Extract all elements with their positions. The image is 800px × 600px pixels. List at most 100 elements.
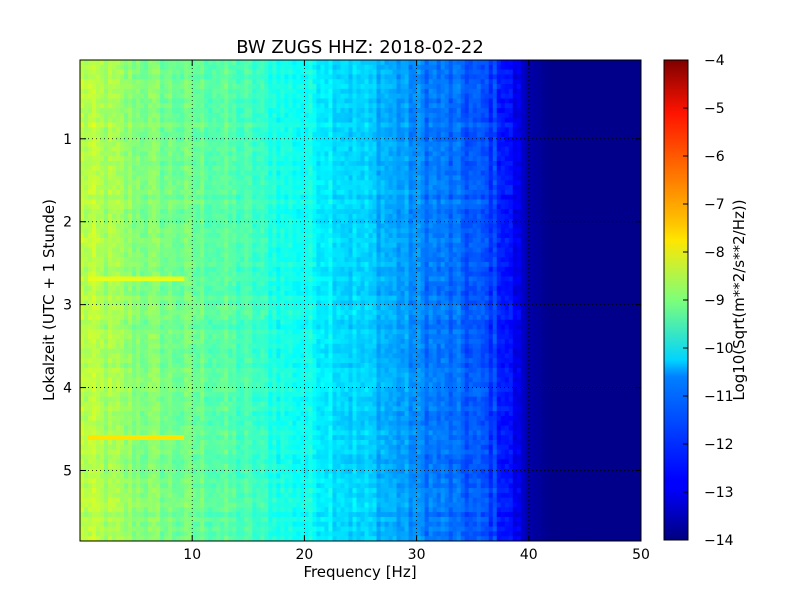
- heatmap-cell: [216, 84, 221, 90]
- heatmap-cell: [264, 127, 269, 133]
- heatmap-cell: [484, 98, 490, 104]
- heatmap-cell: [160, 117, 165, 124]
- heatmap-cell: [540, 98, 546, 104]
- heatmap-cell: [616, 185, 622, 191]
- heatmap-cell: [564, 88, 570, 95]
- heatmap-cell: [516, 151, 522, 157]
- heatmap-cell: [284, 127, 289, 133]
- heatmap-cell: [628, 64, 634, 71]
- heatmap-cell: [580, 213, 586, 220]
- heatmap-cell: [484, 209, 490, 215]
- heatmap-cell: [144, 93, 149, 100]
- heatmap-cell: [608, 136, 614, 143]
- heatmap-cell: [88, 103, 93, 109]
- heatmap-cell: [456, 189, 462, 196]
- heatmap-cell: [568, 141, 574, 148]
- heatmap-cell: [604, 146, 610, 152]
- heatmap-cell: [200, 136, 205, 143]
- heatmap-cell: [388, 141, 394, 148]
- heatmap-cell: [488, 98, 494, 104]
- heatmap-cell: [180, 60, 185, 66]
- heatmap-cell: [336, 117, 342, 124]
- heatmap-cell: [424, 189, 430, 196]
- heatmap-cell: [124, 194, 129, 201]
- heatmap-cell: [600, 156, 606, 162]
- heatmap-cell: [80, 93, 85, 100]
- heatmap-cell: [240, 103, 245, 109]
- heatmap-cell: [148, 223, 153, 229]
- heatmap-cell: [544, 69, 550, 76]
- heatmap-cell: [288, 122, 293, 128]
- heatmap-cell: [216, 204, 221, 210]
- heatmap-cell: [92, 185, 97, 191]
- heatmap-cell: [80, 209, 85, 215]
- heatmap-cell: [268, 156, 273, 162]
- heatmap-cell: [456, 79, 462, 85]
- heatmap-cell: [152, 64, 157, 71]
- heatmap-cell: [308, 122, 314, 128]
- heatmap-cell: [388, 93, 394, 100]
- heatmap-cell: [116, 213, 121, 220]
- heatmap-cell: [448, 69, 454, 76]
- heatmap-cell: [148, 170, 153, 177]
- heatmap-cell: [524, 60, 530, 66]
- heatmap-cell: [352, 84, 358, 90]
- heatmap-cell: [284, 74, 289, 80]
- heatmap-cell: [368, 74, 374, 80]
- heatmap-cell: [496, 180, 502, 186]
- heatmap-cell: [200, 209, 205, 215]
- heatmap-cell: [256, 165, 261, 172]
- heatmap-cell: [140, 228, 145, 234]
- heatmap-cell: [324, 141, 330, 148]
- heatmap-cell: [460, 79, 466, 85]
- heatmap-cell: [84, 189, 89, 196]
- heatmap-cell: [308, 204, 314, 210]
- heatmap-cell: [636, 165, 641, 172]
- heatmap-cell: [476, 209, 482, 215]
- heatmap-cell: [140, 136, 145, 143]
- heatmap-cell: [584, 64, 590, 71]
- heatmap-cell: [152, 185, 157, 191]
- heatmap-cell: [456, 204, 462, 210]
- heatmap-cell: [140, 189, 145, 196]
- heatmap-cell: [616, 112, 622, 119]
- heatmap-cell: [440, 213, 446, 220]
- heatmap-cell: [136, 223, 141, 229]
- heatmap-cell: [632, 108, 638, 114]
- heatmap-cell: [444, 209, 450, 215]
- heatmap-cell: [216, 136, 221, 143]
- heatmap-cell: [500, 79, 506, 85]
- heatmap-cell: [164, 156, 169, 162]
- heatmap-cell: [80, 165, 85, 172]
- heatmap-cell: [228, 79, 233, 85]
- heatmap-cell: [248, 204, 253, 210]
- heatmap-cell: [344, 209, 350, 215]
- heatmap-cell: [608, 93, 614, 100]
- heatmap-cell: [360, 112, 366, 119]
- heatmap-cell: [152, 136, 157, 143]
- heatmap-cell: [256, 79, 261, 85]
- heatmap-cell: [96, 180, 101, 186]
- heatmap-cell: [624, 165, 630, 172]
- heatmap-cell: [148, 132, 153, 138]
- heatmap-cell: [244, 98, 249, 104]
- heatmap-cell: [368, 161, 374, 167]
- heatmap-cell: [136, 84, 141, 90]
- heatmap-cell: [636, 180, 641, 186]
- heatmap-cell: [356, 98, 362, 104]
- heatmap-cell: [252, 175, 257, 181]
- heatmap-cell: [516, 218, 522, 225]
- heatmap-cell: [200, 117, 205, 124]
- heatmap-cell: [212, 209, 217, 215]
- heatmap-cell: [88, 136, 93, 143]
- heatmap-cell: [336, 213, 342, 220]
- heatmap-cell: [424, 146, 430, 152]
- heatmap-cell: [216, 223, 221, 229]
- heatmap-cell: [312, 218, 318, 225]
- heatmap-cell: [540, 175, 546, 181]
- heatmap-cell: [176, 170, 181, 177]
- heatmap-cell: [356, 204, 362, 210]
- heatmap-cell: [600, 223, 606, 229]
- heatmap-cell: [416, 93, 422, 100]
- heatmap-cell: [408, 122, 414, 128]
